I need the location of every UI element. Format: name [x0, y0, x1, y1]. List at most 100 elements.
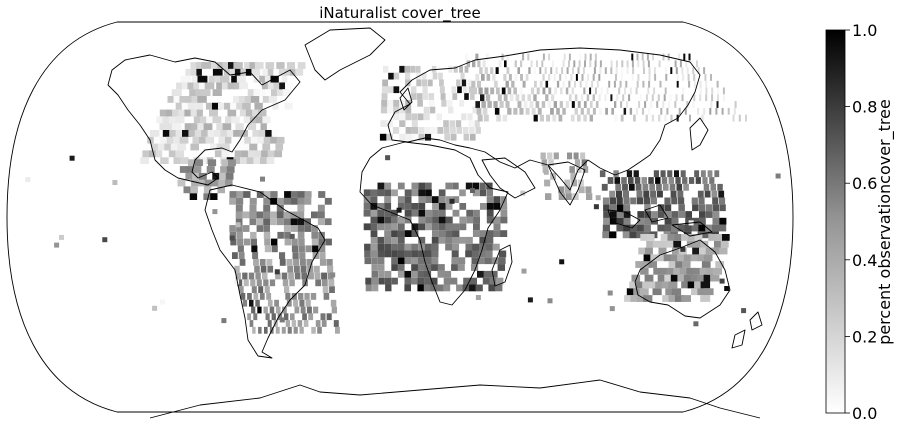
heatmap-cell: [542, 87, 546, 95]
heatmap-cell: [240, 157, 248, 164]
heatmap-cell: [609, 217, 617, 225]
heatmap-cell: [536, 87, 540, 95]
heatmap-cell: [370, 209, 378, 217]
heatmap-cell: [462, 127, 469, 134]
heatmap-cell: [554, 87, 557, 95]
heatmap-cell: [485, 53, 489, 61]
heatmap-cell: [582, 166, 589, 173]
heatmap-cell: [465, 243, 473, 251]
heatmap-cell: [294, 306, 300, 314]
heatmap-cell: [236, 225, 243, 232]
heatmap-cell: [622, 231, 631, 239]
heatmap-cell: [583, 101, 587, 108]
heatmap-cell: [304, 293, 310, 300]
heatmap-cell: [191, 179, 199, 187]
heatmap-cell: [677, 224, 686, 232]
heatmap-cell: [661, 177, 668, 184]
heatmap-cell: [391, 243, 398, 251]
heatmap-cell: [189, 89, 199, 96]
heatmap-cell: [574, 107, 578, 115]
heatmap-cell: [445, 203, 453, 210]
heatmap-cell: [589, 87, 592, 95]
heatmap-cell: [384, 203, 392, 210]
heatmap-cell: [493, 223, 501, 231]
heatmap-cell: [705, 87, 708, 95]
heatmap-cell: [232, 252, 238, 259]
heatmap-cell: [297, 211, 305, 219]
heatmap-cell: [233, 130, 242, 137]
heatmap-cell: [259, 75, 268, 83]
heatmap-cell: [664, 224, 672, 232]
heatmap-cell: [180, 75, 191, 83]
heatmap-cell: [404, 196, 412, 203]
heatmap-cell: [196, 68, 207, 76]
heatmap-cell: [244, 96, 254, 103]
heatmap-cell: [714, 240, 722, 248]
heatmap-cell: [233, 62, 243, 69]
heatmap-cell: [712, 204, 719, 212]
heatmap-cell: [250, 96, 260, 103]
heatmap-cell: [508, 74, 512, 81]
heatmap-cell: [578, 60, 581, 68]
heatmap-cell: [418, 257, 425, 265]
colorbar: 0.0 0.2 0.4 0.6 0.8 1.0 percent observationco…: [825, 21, 895, 423]
coastline-madagascar: [491, 244, 513, 287]
heatmap-cell: [203, 123, 213, 130]
heatmap-cell: [475, 53, 479, 61]
heatmap-cell: [247, 313, 252, 321]
heatmap-cell: [218, 136, 227, 144]
heatmap-cell: [438, 223, 446, 231]
heatmap-cell: [267, 68, 277, 76]
heatmap-cell: [452, 93, 458, 100]
heatmap-cell: [201, 62, 212, 69]
heatmap-cell: [680, 170, 686, 178]
heatmap-cell: [558, 114, 563, 122]
heatmap-cell: [276, 211, 284, 219]
heatmap-cell: [399, 133, 406, 141]
heatmap-cell: [668, 281, 678, 289]
heatmap-cell: [287, 75, 296, 83]
heatmap-cell: [263, 191, 271, 198]
heatmap-cell: [297, 320, 303, 327]
heatmap-cell: [676, 183, 683, 191]
heatmap-cell: [621, 60, 624, 68]
heatmap-cell: [293, 259, 300, 266]
heatmap-cell: [550, 67, 553, 74]
heatmap-cell: [300, 306, 306, 314]
heatmap-cell: [477, 80, 481, 88]
heatmap-cell: [168, 150, 178, 158]
heatmap-cell: [579, 53, 582, 61]
heatmap-cell: [506, 53, 509, 61]
heatmap-cell: [197, 75, 208, 83]
heatmap-cell: [397, 182, 405, 190]
heatmap-cell: [275, 306, 281, 314]
heatmap-cell: [197, 123, 207, 130]
heatmap-cell: [482, 60, 486, 68]
heatmap-cell: [553, 152, 559, 160]
heatmap-cell: [637, 60, 640, 68]
heatmap-cell: [531, 107, 536, 115]
heatmap-cell: [411, 189, 419, 197]
heatmap-cell: [238, 286, 244, 293]
heatmap-cell: [200, 157, 209, 164]
heatmap-cell: [247, 89, 257, 96]
heatmap-cell: [448, 65, 453, 73]
heatmap-cell: [692, 217, 699, 225]
heatmap-cell: [500, 203, 508, 210]
coastline-indonesia: [607, 204, 713, 237]
heatmap-cell: [678, 197, 685, 205]
heatmap-cell: [371, 257, 378, 265]
heatmap-cell: [200, 116, 209, 124]
heatmap-cell: [245, 109, 255, 117]
heatmap-cell: [257, 136, 266, 144]
heatmap-cell: [452, 230, 460, 237]
heatmap-cell: [544, 179, 551, 187]
heatmap-cell: [377, 250, 385, 258]
heatmap-cell: [650, 101, 653, 108]
heatmap-cell: [253, 313, 258, 321]
heatmap-cell: [734, 101, 737, 108]
heatmap-cell: [465, 182, 473, 190]
heatmap-cell: [472, 230, 480, 237]
heatmap-cell: [565, 101, 569, 108]
heatmap-cell: [263, 218, 270, 226]
